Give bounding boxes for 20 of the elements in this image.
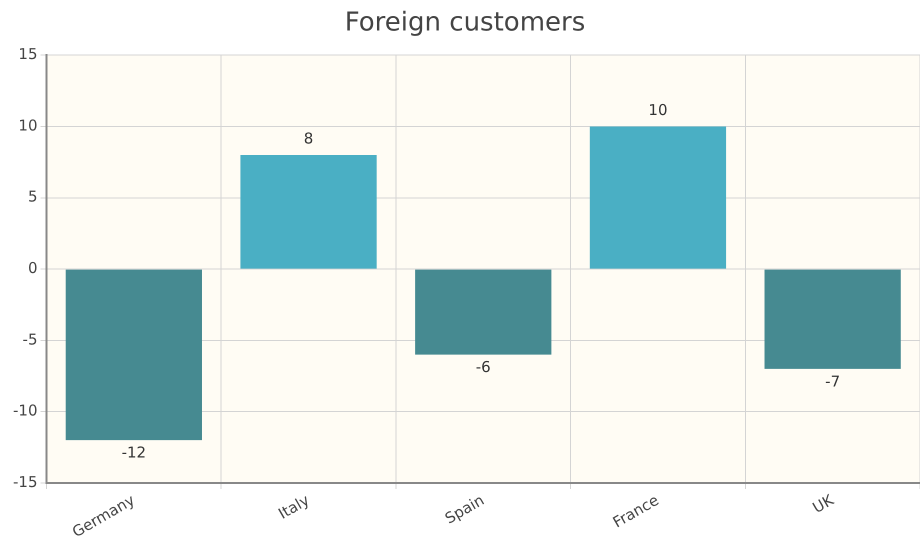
data-label: 8 [304,129,314,148]
x-tick-label: Italy [275,490,313,523]
y-tick-label: -5 [22,330,38,348]
y-tick-label: -15 [13,472,38,491]
data-label: 10 [648,100,668,119]
bar [415,270,552,355]
bar [66,270,202,440]
bar [764,270,901,369]
data-label: -12 [122,444,146,462]
y-tick-label: 15 [18,45,38,64]
y-tick-label: 5 [28,188,38,206]
bar [240,155,377,269]
chart-title: Foreign customers [344,7,586,38]
data-label: -6 [476,358,491,376]
data-label: -7 [825,372,840,390]
y-tick-label: 10 [18,116,38,134]
bar [590,126,726,269]
y-tick-label: 0 [28,258,38,277]
x-tick-label: UK [810,490,838,517]
y-tick-label: -10 [13,402,38,420]
